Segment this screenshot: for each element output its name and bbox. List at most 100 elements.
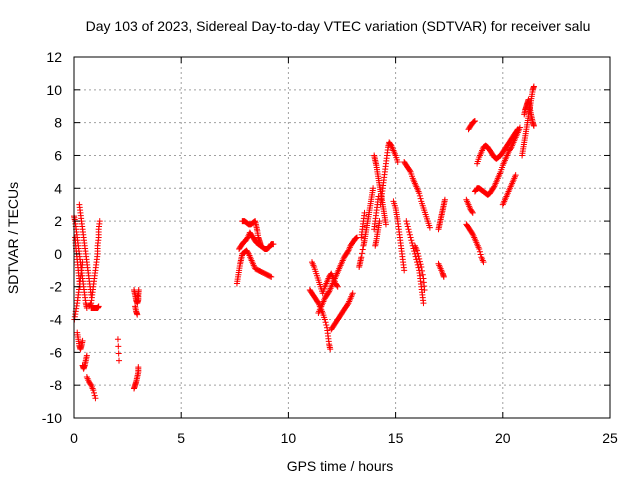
data-point	[406, 167, 413, 174]
data-points	[71, 83, 537, 402]
data-point	[116, 357, 123, 364]
x-tick-label: 0	[70, 430, 78, 446]
data-point	[476, 245, 483, 252]
data-point	[133, 297, 140, 304]
data-point	[349, 290, 356, 297]
data-point	[382, 221, 389, 228]
data-point	[406, 229, 413, 236]
data-point	[243, 235, 250, 242]
data-point	[406, 231, 413, 238]
data-point	[414, 247, 421, 254]
data-point	[387, 141, 394, 148]
data-point	[407, 234, 414, 241]
data-point	[92, 395, 99, 402]
data-point	[419, 267, 426, 274]
data-point	[87, 381, 94, 388]
data-point	[426, 224, 433, 231]
data-point	[323, 322, 330, 329]
data-point	[321, 316, 328, 323]
data-point	[530, 83, 537, 90]
y-tick-label: 12	[46, 49, 62, 65]
data-point	[411, 250, 418, 257]
data-point	[401, 267, 408, 274]
data-point	[480, 259, 487, 266]
data-point	[268, 273, 275, 280]
data-point	[408, 237, 415, 244]
data-point	[404, 220, 411, 227]
data-point	[257, 241, 264, 248]
data-point	[414, 261, 421, 268]
data-point	[361, 209, 368, 216]
data-point	[359, 250, 366, 257]
y-tick-label: 6	[54, 147, 62, 163]
data-point	[83, 352, 90, 359]
data-point	[416, 255, 423, 262]
data-point	[440, 273, 447, 280]
data-point	[334, 283, 341, 290]
data-point	[376, 218, 383, 225]
y-tick-label: 10	[46, 82, 62, 98]
data-point	[490, 184, 497, 191]
data-point	[417, 195, 424, 202]
data-point	[135, 364, 142, 371]
tick-labels: 0 5 10 15 20 25 -10 -8 -6 -4 -2 0 2 4 6 8 10 12	[42, 49, 618, 446]
data-point	[441, 196, 448, 203]
y-tick-label: -6	[50, 344, 63, 360]
data-point	[404, 223, 411, 230]
data-point	[327, 346, 334, 353]
data-point	[417, 261, 424, 268]
data-point	[359, 246, 366, 253]
data-point	[115, 343, 122, 350]
data-point	[73, 302, 80, 309]
chart-title: Day 103 of 2023, Sidereal Day-to-day VTE…	[86, 18, 591, 34]
data-point	[325, 289, 332, 296]
data-point	[91, 392, 98, 399]
data-point	[416, 258, 423, 265]
y-tick-label: 4	[54, 180, 62, 196]
data-point	[471, 118, 478, 125]
data-point	[344, 248, 351, 255]
data-point	[420, 300, 427, 307]
data-point	[87, 301, 94, 308]
data-point	[358, 254, 365, 261]
grid	[74, 57, 610, 418]
y-tick-label: 8	[54, 115, 62, 131]
data-point	[471, 117, 478, 124]
data-point	[370, 185, 377, 192]
data-point	[114, 336, 121, 343]
data-point	[469, 230, 476, 237]
y-tick-label: 0	[54, 246, 62, 262]
data-point	[415, 264, 422, 271]
data-point	[512, 172, 519, 179]
data-point	[415, 253, 422, 260]
axis-ticks	[73, 56, 611, 419]
data-point	[115, 350, 122, 357]
data-point	[418, 264, 425, 271]
x-tick-label: 5	[177, 430, 185, 446]
data-point	[469, 209, 476, 216]
data-point	[514, 126, 521, 133]
x-tick-label: 15	[388, 430, 404, 446]
y-tick-label: -4	[50, 312, 63, 328]
y-tick-label: -2	[50, 279, 63, 295]
data-point	[413, 256, 420, 263]
data-point	[353, 235, 360, 242]
data-point	[90, 387, 97, 394]
data-point	[251, 218, 258, 225]
data-point	[470, 119, 477, 126]
data-point	[91, 389, 98, 396]
y-tick-label: -10	[42, 410, 62, 426]
data-point	[405, 226, 412, 233]
data-point	[421, 287, 428, 294]
y-axis-label: SDTVAR / TECUs	[5, 182, 21, 294]
data-point	[270, 241, 277, 248]
data-point	[477, 251, 484, 258]
data-point	[416, 192, 423, 199]
data-point	[507, 145, 514, 152]
data-point	[414, 259, 421, 266]
data-point	[412, 253, 419, 260]
data-point	[333, 282, 340, 289]
data-point	[409, 239, 416, 246]
